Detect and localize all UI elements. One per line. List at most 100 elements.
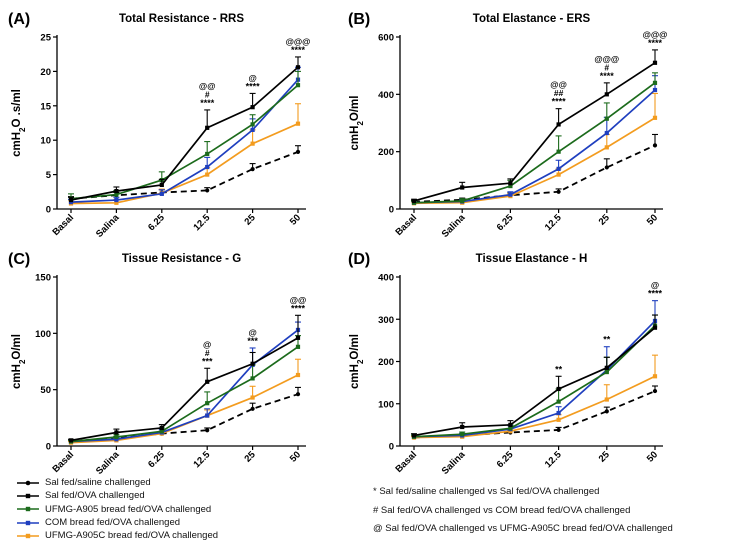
- data-point: [205, 164, 210, 170]
- series-line: [413, 62, 656, 202]
- data-point: [295, 149, 301, 154]
- series-line: [70, 393, 299, 443]
- series-line: [70, 66, 299, 201]
- data-point: [556, 427, 561, 433]
- data-point: [556, 166, 561, 171]
- series-line: [70, 122, 299, 205]
- data-point: [652, 80, 658, 85]
- panel-label: (B): [348, 11, 370, 28]
- x-tick-label: 50: [288, 212, 303, 227]
- series-line: [413, 144, 656, 203]
- x-tick-label: Basal: [393, 212, 419, 238]
- significance-label: ****: [291, 303, 306, 313]
- data-point: [652, 388, 658, 394]
- data-point: [652, 374, 658, 379]
- data-point: [556, 410, 561, 416]
- data-point: [250, 127, 255, 132]
- y-tick-label: 0: [389, 442, 394, 453]
- series-line: [70, 337, 299, 442]
- series-a905c: [411, 92, 658, 206]
- series-sal-ova: [68, 56, 301, 203]
- series-a905: [68, 335, 301, 444]
- data-point: [604, 397, 609, 402]
- legend-label: UFMG-A905C bread fed/OVA challenged: [45, 530, 219, 542]
- y-tick-label: 0: [46, 442, 51, 453]
- data-point: [556, 122, 561, 127]
- significance-label: @: [651, 280, 659, 290]
- x-tick-label: 12.5: [543, 449, 564, 470]
- data-point: [295, 83, 301, 88]
- legend-label: Sal fed/saline challenged: [45, 477, 151, 488]
- legend-swatch: [16, 532, 40, 540]
- series-line: [413, 117, 656, 205]
- chart-title: Tissue Elastance - H: [476, 253, 588, 265]
- data-point: [508, 192, 513, 197]
- x-tick-label: 6.25: [495, 449, 516, 470]
- series-line: [413, 320, 656, 438]
- data-point: [508, 426, 513, 431]
- series-sal-saline: [411, 385, 658, 440]
- data-point: [556, 399, 561, 404]
- series-line: [70, 346, 299, 443]
- y-axis-label: cmH2O/ml: [349, 334, 365, 389]
- note-at: @ Sal fed/OVA challenged vs UFMG-A905C b…: [373, 523, 673, 534]
- data-point: [508, 181, 513, 186]
- data-point: [205, 428, 210, 433]
- data-point: [205, 401, 210, 406]
- series-line: [70, 329, 299, 443]
- y-tick-label: 400: [378, 273, 394, 284]
- significance-label: ##: [554, 88, 564, 98]
- significance-label: #: [205, 89, 210, 99]
- series-line: [413, 327, 656, 437]
- significance-label: @@@: [286, 36, 311, 46]
- series-sal-saline: [68, 145, 301, 201]
- legend-swatch: [16, 479, 40, 487]
- data-point: [114, 434, 119, 440]
- data-point: [250, 361, 255, 366]
- data-point: [68, 197, 74, 203]
- data-point: [556, 417, 561, 422]
- data-point: [250, 122, 255, 127]
- data-point: [205, 172, 210, 177]
- legend-swatch: [16, 519, 40, 527]
- y-tick-label: 200: [378, 147, 394, 158]
- chart-title: Total Resistance - RRS: [119, 13, 244, 25]
- significance-label: ****: [600, 71, 615, 81]
- series-line: [70, 84, 299, 200]
- data-point: [556, 189, 561, 194]
- series-sal-ova: [411, 314, 658, 438]
- significance-label: @@: [199, 81, 216, 91]
- series-a905c: [68, 103, 301, 206]
- data-point: [556, 386, 561, 392]
- chart-panel-b: (B) Total Elastance - ERS cmH2O/ml 0 200 400 6…: [348, 11, 667, 240]
- y-tick-label: 0: [389, 205, 394, 216]
- data-point: [604, 369, 609, 375]
- significance-label: @: [203, 339, 211, 349]
- data-point: [604, 409, 609, 414]
- significance-label: #: [604, 62, 609, 72]
- data-point: [508, 429, 513, 434]
- legend-label: UFMG-A905 bread fed/OVA challenged: [45, 503, 212, 515]
- series-a905c: [411, 354, 658, 440]
- data-point: [295, 372, 301, 378]
- data-point: [159, 191, 164, 196]
- data-point: [295, 335, 301, 340]
- x-tick-label: 12.5: [191, 212, 212, 233]
- significance-label: @@: [550, 80, 567, 90]
- significance-label: ****: [246, 81, 261, 91]
- y-tick-label: 25: [40, 33, 51, 44]
- significance-label: ****: [200, 98, 215, 108]
- x-tick-label: Salina: [440, 449, 468, 477]
- significance-label: ****: [648, 38, 663, 48]
- x-tick-label: Basal: [50, 212, 76, 238]
- x-tick-label: Basal: [50, 449, 76, 475]
- significance-label: ***: [202, 356, 213, 366]
- data-point: [205, 125, 210, 130]
- data-point: [604, 130, 609, 136]
- y-tick-label: 0: [46, 205, 51, 216]
- y-tick-label: 600: [378, 33, 394, 44]
- y-tick-label: 400: [378, 90, 394, 101]
- data-point: [159, 425, 164, 431]
- data-point: [250, 406, 255, 411]
